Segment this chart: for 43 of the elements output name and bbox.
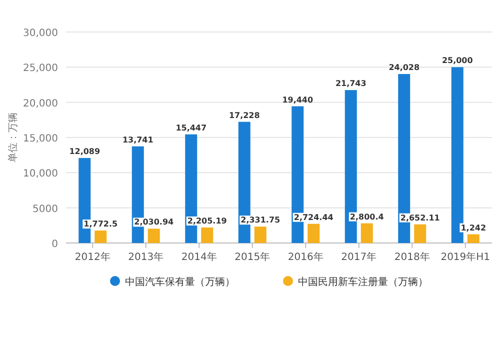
legend-label: 中国民用新车注册量（万辆） bbox=[298, 276, 428, 288]
data-label: 19,440 bbox=[282, 95, 314, 104]
data-label: 2,030.94 bbox=[134, 218, 174, 227]
x-tick-label: 2019年H1 bbox=[440, 251, 490, 263]
data-label: 2,205.19 bbox=[187, 216, 228, 226]
x-tick-label: 2012年 bbox=[74, 251, 110, 263]
bar bbox=[467, 234, 480, 243]
x-tick-label: 2016年 bbox=[288, 251, 324, 263]
data-label: 21,743 bbox=[335, 79, 366, 88]
data-label: 2,800.4 bbox=[350, 212, 384, 222]
y-tick-label: 0 bbox=[52, 239, 58, 250]
y-axis-title: 单位：万辆 bbox=[7, 112, 19, 162]
data-label: 2,724.44 bbox=[294, 212, 334, 222]
data-label: 12,089 bbox=[69, 146, 100, 156]
y-tick-label: 25,000 bbox=[23, 63, 58, 74]
y-tick-label: 15,000 bbox=[23, 134, 58, 144]
data-label: 15,447 bbox=[176, 123, 207, 132]
x-tick-label: 2013年 bbox=[128, 251, 164, 263]
bar bbox=[308, 224, 320, 243]
data-label: 1,772.5 bbox=[84, 220, 118, 229]
data-label: 13,741 bbox=[122, 135, 154, 144]
data-label: 17,228 bbox=[228, 110, 260, 120]
data-label: 2,652.11 bbox=[400, 213, 440, 222]
bar bbox=[254, 226, 266, 243]
y-tick-label: 5000 bbox=[32, 204, 58, 215]
bar bbox=[414, 224, 426, 243]
x-tick-label: 2015年 bbox=[234, 251, 270, 263]
x-tick-label: 2014年 bbox=[181, 251, 217, 263]
bar bbox=[451, 67, 464, 243]
legend-label: 中国汽车保有量（万辆） bbox=[125, 276, 235, 288]
data-label: 24,028 bbox=[388, 63, 420, 72]
x-tick-label: 2018年 bbox=[394, 251, 430, 263]
data-label: 25,000 bbox=[442, 56, 474, 66]
data-label: 2,331.75 bbox=[240, 216, 281, 225]
bar bbox=[148, 228, 160, 243]
bar bbox=[201, 227, 214, 243]
y-tick-label: 30,000 bbox=[23, 28, 58, 39]
bar bbox=[360, 223, 373, 243]
x-tick-label: 2017年 bbox=[341, 251, 377, 263]
bar bbox=[94, 230, 107, 243]
y-tick-label: 10,000 bbox=[23, 168, 58, 180]
data-label: 1,242 bbox=[460, 223, 486, 232]
y-tick-label: 20,000 bbox=[23, 98, 58, 110]
